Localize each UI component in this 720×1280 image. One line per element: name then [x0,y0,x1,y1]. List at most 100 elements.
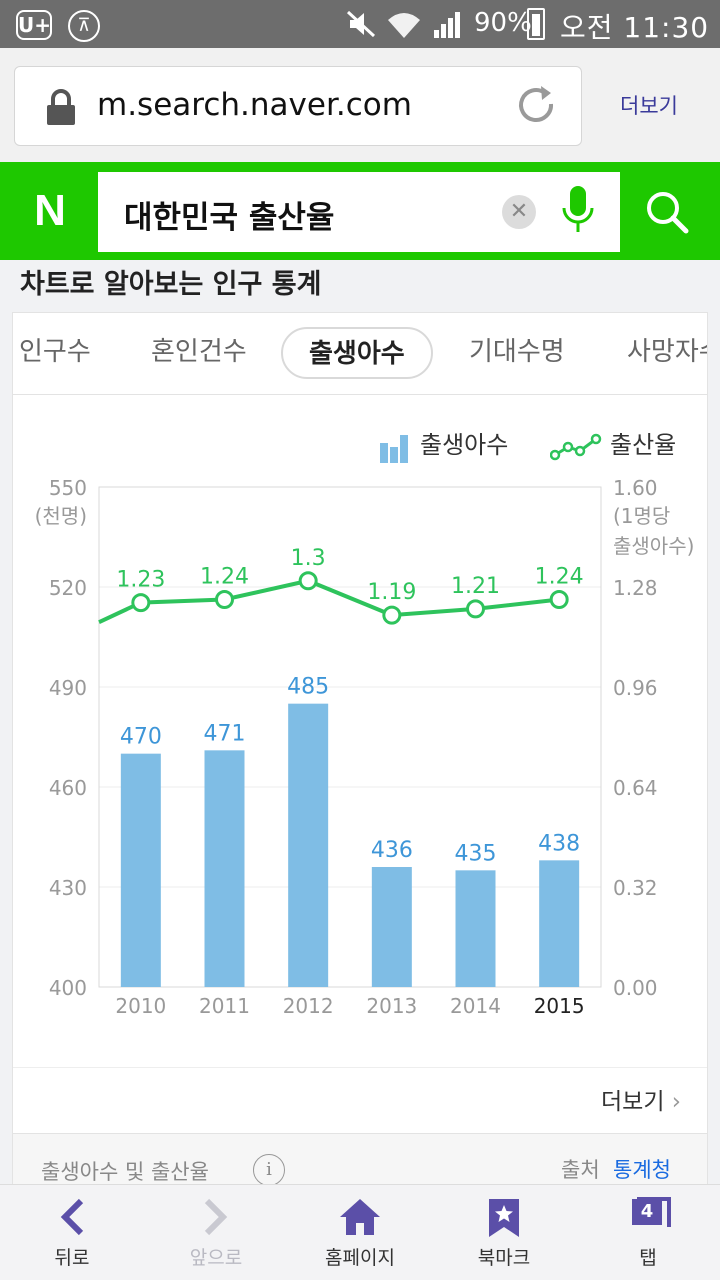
bottom-navigation: 뒤로 앞으로 홈페이지 북마크 4 탭 [0,1184,720,1280]
back-icon [60,1198,84,1236]
footer-title: 출생아수 및 출산율 [41,1160,209,1184]
search-input[interactable]: 대한민국 출산율 ✕ [98,172,620,252]
signal-icon [434,12,460,38]
right-tick-label: 0.64 [613,776,658,800]
grid [98,486,602,988]
bar [455,870,496,987]
battery-percent: 90% [474,8,532,38]
plot-frame [98,486,602,988]
right-tick-label: 1.60 [613,476,658,500]
fertility-value-label: 1.21 [451,574,500,599]
tab-marriages[interactable]: 혼인건수 [151,337,247,367]
bookmark-label: 북마크 [477,1247,531,1269]
left-tick-label: 460 [49,776,87,800]
source-label: 출처 [561,1158,600,1182]
tab-population[interactable]: 인구수 [19,337,91,367]
fertility-line: 1.23 1.24 1.3 1.19 1.21 1.24 [98,546,584,625]
bar [539,860,580,987]
mic-icon[interactable] [558,184,598,242]
bar-value-label: 485 [287,675,329,700]
right-tick-label: 0.32 [613,876,658,900]
bar-value-label: 471 [204,721,246,746]
bar [288,703,329,987]
fertility-value-label: 1.24 [200,565,249,590]
tabs-button[interactable]: 4 탭 [576,1185,720,1280]
fertility-value-label: 1.3 [291,546,326,571]
search-button[interactable] [624,172,710,252]
bar [204,750,245,987]
line-legend-icon [550,433,602,461]
tab-births[interactable]: 출생아수 [281,327,433,379]
right-axis-label: 출생아수) [613,534,694,558]
legend-fertility: 출산율 [610,431,677,459]
x-tick-label: 2010 [115,994,166,1018]
uplus-icon: U+ [16,10,52,40]
wifi-icon [388,13,420,38]
right-tick-label: 1.28 [613,576,658,600]
home-icon [340,1199,380,1235]
tab-count: 4 [632,1199,662,1225]
left-tick-label: 490 [49,676,87,700]
clear-icon[interactable]: ✕ [502,195,536,229]
home-button[interactable]: 홈페이지 [288,1185,432,1280]
status-bar: U+ ⊼ 90% 오전 11:30 [0,0,720,48]
url-text: m.search.naver.com [97,87,412,123]
naver-search-bar: N 대한민국 출산율 ✕ [0,162,720,260]
fertility-point [215,590,234,609]
more-button[interactable]: 더보기 › [601,1082,681,1116]
tab-life-expectancy[interactable]: 기대수명 [469,337,565,367]
bar-value-label: 436 [371,838,413,863]
forward-button[interactable]: 앞으로 [144,1185,288,1280]
browser-toolbar: m.search.naver.com 더보기 [0,48,720,162]
bar-value-label: 470 [120,725,162,750]
battery-icon [527,8,545,40]
right-axis-label: (1명당 [613,504,670,528]
forward-icon [204,1198,228,1236]
x-tick-label: 2013 [366,994,417,1018]
fertility-point [298,571,318,591]
left-tick-label: 550 [49,476,87,500]
right-tick-label: 0.00 [613,976,658,1000]
info-icon[interactable]: i [253,1154,285,1186]
more-label: 더보기 [601,1089,665,1115]
x-tick-label: 2015 [534,994,585,1018]
more-menu-button[interactable]: 더보기 [620,94,678,118]
clock: 오전 11:30 [560,11,710,44]
bar [371,867,412,987]
section-heading: 차트로 알아보는 인구 통계 [20,269,322,300]
tab-deaths[interactable]: 사망자수 [627,337,707,367]
x-tick-label: 2011 [199,994,250,1018]
search-icon [647,192,689,234]
fertility-point [131,593,151,613]
back-button[interactable]: 뒤로 [0,1185,144,1280]
right-tick-label: 0.96 [613,676,658,700]
left-axis-label: (천명) [35,504,87,528]
left-tick-label: 400 [49,976,87,1000]
bookmark-button[interactable]: 북마크 [432,1185,576,1280]
bar [120,753,161,987]
chevron-right-icon: › [671,1089,681,1115]
tabs-label: 탭 [639,1247,657,1269]
bar-legend-icon [380,435,408,463]
left-tick-label: 430 [49,876,87,900]
x-tick-label: 2014 [450,994,501,1018]
axes: 550 1.60 520 1.28 490 0.96 460 0.64 430 0.32 400 0.… [35,476,695,1018]
source-link[interactable]: 통계청 [613,1158,671,1182]
naver-logo[interactable]: N [34,186,66,235]
fertility-value-label: 1.19 [367,580,416,605]
url-bar[interactable]: m.search.naver.com [14,66,582,146]
bar-value-label: 438 [538,831,580,856]
mute-icon [346,10,376,38]
bookmark-icon [489,1199,519,1237]
lock-icon [47,89,75,125]
search-query[interactable]: 대한민국 출산율 [124,200,335,236]
a-icon: ⊼ [68,10,100,42]
forward-label: 앞으로 [189,1247,243,1269]
bars: 470 471 485 436 435 438 [120,675,580,987]
chart-footer: 출생아수 및 출산율 i 출처 통계청 [13,1133,707,1193]
reload-icon[interactable] [515,84,559,128]
left-tick-label: 520 [49,576,87,600]
bar-value-label: 435 [455,841,497,866]
fertility-value-label: 1.24 [535,565,584,590]
fertility-point [382,605,402,625]
